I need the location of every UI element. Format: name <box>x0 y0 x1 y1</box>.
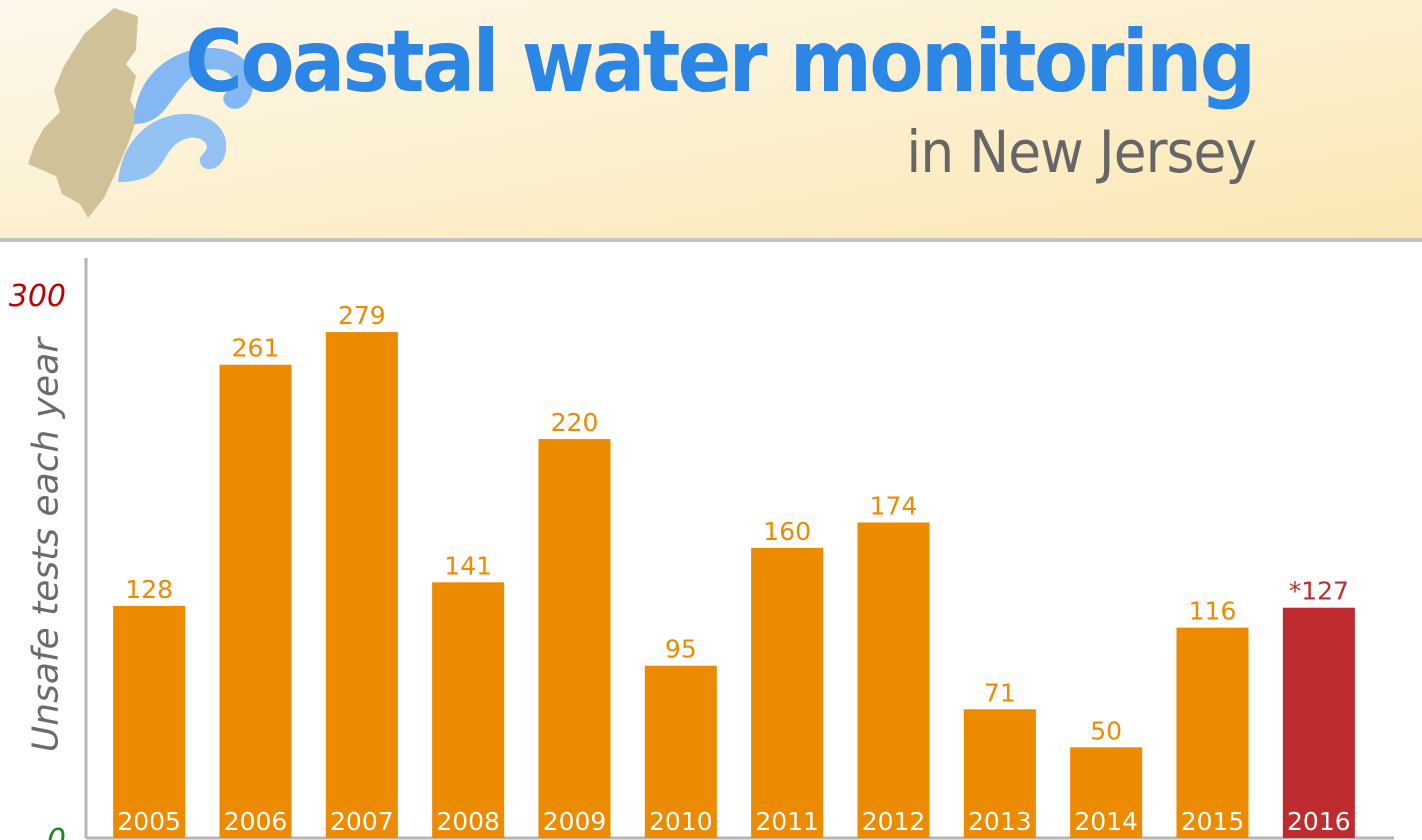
data-label-2013: 71 <box>984 678 1016 707</box>
bar-2016 <box>1282 607 1355 838</box>
bars-group: 128 2005 261 2006 279 2007 141 2008 220 2009 95 201… <box>113 301 1355 838</box>
x-tick-label-2007: 2007 <box>330 807 394 836</box>
x-tick-label-2012: 2012 <box>862 807 926 836</box>
x-tick-label-2006: 2006 <box>224 807 288 836</box>
bar-2014 <box>1070 747 1143 838</box>
x-tick-label-2009: 2009 <box>543 807 607 836</box>
x-tick-label-2008: 2008 <box>436 807 500 836</box>
new-jersey-waves-logo <box>28 8 254 218</box>
data-label-2014: 50 <box>1090 716 1122 745</box>
unsafe-tests-bar-chart: 128 2005 261 2006 279 2007 141 2008 220 2009 95 201… <box>9 258 1394 840</box>
bar-2007 <box>325 332 398 838</box>
x-tick-label-2010: 2010 <box>649 807 713 836</box>
y-tick-label: 300 <box>9 279 66 314</box>
bar-2013 <box>963 709 1036 838</box>
bar-2015 <box>1176 627 1249 838</box>
data-label-2015: 116 <box>1189 597 1237 626</box>
bar-2012 <box>857 522 930 838</box>
bar-2005 <box>113 605 186 838</box>
data-label-2008: 141 <box>444 551 492 580</box>
x-tick-label-2015: 2015 <box>1181 807 1245 836</box>
wave-icon-large <box>134 48 254 124</box>
data-label-2005: 128 <box>125 575 173 604</box>
bar-2011 <box>751 547 824 838</box>
wave-icon-small <box>118 113 227 182</box>
new-jersey-map-icon <box>28 8 138 218</box>
x-tick-label-2005: 2005 <box>117 807 181 836</box>
y-axis-label: Unsafe tests each year <box>25 337 67 753</box>
data-label-2012: 174 <box>870 491 918 520</box>
x-tick-label-2014: 2014 <box>1074 807 1138 836</box>
data-label-2016: *127 <box>1289 577 1349 606</box>
y-tick-label: 0 <box>47 823 66 840</box>
data-label-2006: 261 <box>232 334 280 363</box>
x-tick-label-2016: 2016 <box>1287 807 1351 836</box>
bar-2009 <box>538 439 611 838</box>
x-tick-label-2011: 2011 <box>755 807 819 836</box>
header-banner: Coastal water monitoring in New Jersey <box>0 0 1422 242</box>
data-label-2009: 220 <box>551 408 599 437</box>
page-subtitle: in New Jersey <box>906 118 1257 186</box>
x-tick-label-2013: 2013 <box>968 807 1032 836</box>
data-label-2011: 160 <box>763 517 811 546</box>
bar-2008 <box>432 582 505 838</box>
data-label-2010: 95 <box>665 635 697 664</box>
data-label-2007: 279 <box>338 301 386 330</box>
page-title: Coastal water monitoring <box>185 12 1256 112</box>
bar-2010 <box>644 665 717 838</box>
bar-2006 <box>219 364 292 838</box>
